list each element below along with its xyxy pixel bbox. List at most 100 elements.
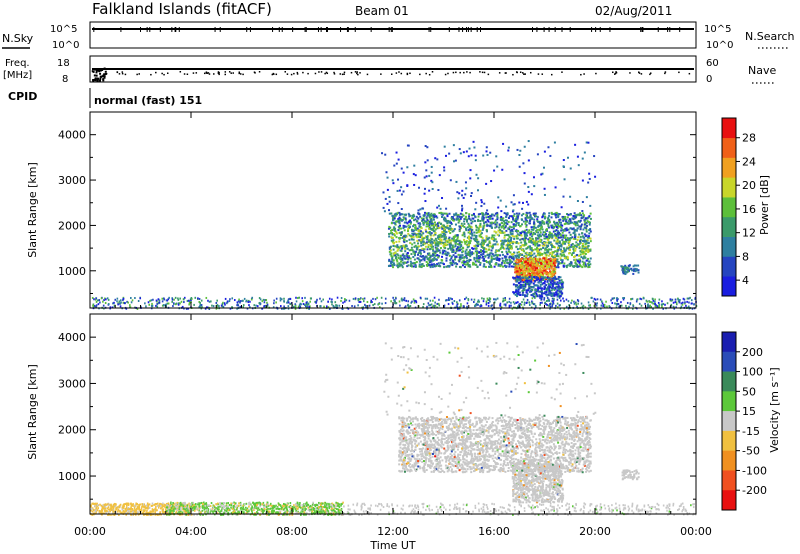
range-gate-cell	[347, 307, 350, 310]
range-gate-cell	[441, 224, 444, 227]
range-gate-cell	[345, 299, 348, 302]
range-gate-cell	[556, 227, 559, 230]
range-gate-cell	[570, 254, 573, 257]
range-gate-cell	[407, 144, 410, 147]
nave-point	[341, 73, 344, 76]
range-gate-cell	[510, 301, 512, 304]
range-gate-cell	[136, 507, 139, 510]
range-gate-cell	[441, 197, 444, 200]
range-gate-cell	[472, 261, 475, 264]
range-gate-cell	[388, 209, 391, 212]
range-gate-cell	[579, 240, 582, 243]
range-gate-cell	[263, 301, 266, 304]
range-gate-cell	[496, 213, 499, 216]
range-gate-cell	[527, 272, 530, 275]
range-gate-cell	[589, 230, 592, 233]
range-gate-cell	[392, 219, 395, 222]
range-gate-cell	[541, 272, 544, 275]
range-gate-cell	[458, 230, 461, 233]
range-gate-cell	[651, 297, 654, 300]
range-gate-cell	[395, 297, 397, 300]
range-gate-cell	[518, 281, 521, 284]
nave-point	[505, 72, 507, 74]
range-gate-cell	[147, 506, 150, 509]
range-gate-cell	[518, 201, 521, 204]
range-gate-cell	[435, 247, 438, 250]
nave-point	[529, 71, 532, 74]
range-gate-cell	[516, 237, 519, 240]
range-gate-cell	[416, 239, 419, 242]
range-gate-cell	[287, 299, 289, 302]
range-gate-cell	[496, 211, 499, 214]
range-gate-cell	[200, 304, 203, 307]
range-gate-cell	[114, 298, 117, 301]
range-gate-cell	[525, 211, 528, 214]
range-gate-cell	[553, 279, 556, 282]
range-gate-cell	[409, 219, 412, 222]
range-gate-cell	[259, 303, 261, 306]
range-gate-cell	[485, 146, 488, 149]
freq-point	[96, 77, 99, 80]
range-gate-cell	[566, 229, 569, 232]
range-gate-cell	[125, 513, 128, 516]
range-gate-cell	[424, 145, 427, 148]
range-gate-cell	[534, 244, 537, 247]
range-gate-cell	[495, 298, 497, 301]
range-gate-cell	[398, 300, 401, 303]
range-gate-cell	[434, 231, 437, 234]
range-gate-cell	[485, 301, 488, 304]
range-gate-cell	[520, 234, 523, 237]
freq-point	[94, 77, 97, 80]
range-gate-cell	[315, 301, 317, 304]
range-gate-cell	[353, 305, 356, 308]
range-gate-cell	[569, 195, 572, 198]
range-gate-cell	[150, 510, 153, 513]
range-gate-cell	[569, 233, 572, 236]
range-gate-cell	[568, 304, 570, 307]
nave-point	[614, 72, 617, 75]
range-gate-cell	[576, 299, 579, 302]
colorbar-tick-label: 24	[742, 155, 756, 168]
range-gate-cell	[522, 269, 525, 272]
range-gate-cell	[425, 220, 428, 223]
range-gate-cell	[449, 242, 452, 245]
range-gate-cell	[574, 258, 577, 261]
nave-point	[615, 71, 618, 74]
range-gate-cell	[555, 226, 558, 229]
range-gate-cell	[579, 228, 582, 231]
range-gate-cell	[433, 216, 436, 219]
range-gate-cell	[541, 241, 544, 244]
range-gate-cell	[198, 300, 201, 303]
range-gate-cell	[448, 212, 451, 215]
range-gate-cell	[531, 301, 534, 304]
range-gate-cell	[394, 214, 397, 217]
range-gate-cell	[531, 249, 534, 252]
range-gate-cell	[556, 281, 559, 284]
range-gate-cell	[543, 217, 546, 220]
range-gate-cell	[553, 212, 556, 215]
range-gate-cell	[166, 299, 169, 302]
range-gate-cell	[392, 266, 395, 269]
range-gate-cell	[453, 262, 456, 265]
range-gate-cell	[417, 239, 420, 242]
range-gate-cell	[468, 213, 471, 216]
range-gate-cell	[490, 249, 493, 252]
range-gate-cell	[516, 233, 519, 236]
range-gate-cell	[524, 217, 527, 220]
range-gate-cell	[464, 263, 467, 266]
range-gate-cell	[476, 303, 479, 306]
freq-point	[104, 73, 107, 76]
range-gate-cell	[550, 255, 553, 258]
range-gate-cell	[448, 230, 451, 233]
range-gate-cell	[475, 247, 478, 250]
range-gate-cell	[546, 248, 549, 251]
range-gate-cell	[282, 307, 285, 310]
nave-point	[116, 71, 119, 74]
range-gate-cell	[506, 223, 509, 226]
range-gate-cell	[423, 176, 426, 179]
range-gate-cell	[589, 263, 592, 266]
range-gate-cell	[498, 226, 501, 229]
range-gate-cell	[491, 237, 494, 240]
range-gate-cell	[94, 306, 97, 309]
range-gate-cell	[576, 263, 579, 266]
